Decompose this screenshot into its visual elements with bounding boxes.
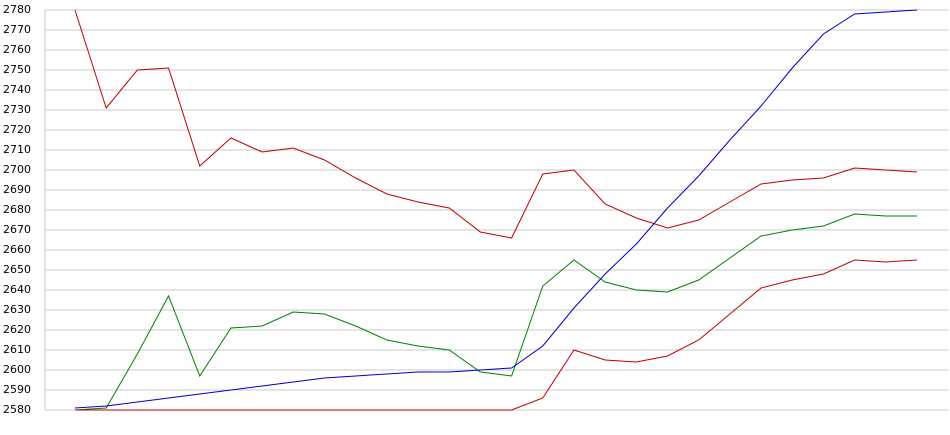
y-tick-label: 2750 (3, 63, 31, 76)
y-tick-label: 2640 (3, 283, 31, 296)
line-series (74, 213, 917, 411)
y-tick-label: 2680 (3, 203, 31, 216)
y-tick-label: 2720 (3, 123, 31, 136)
y-tick-label: 2600 (3, 363, 31, 376)
y-tick-label: 2650 (3, 263, 31, 276)
y-tick-label: 2660 (3, 243, 31, 256)
y-tick-label: 2740 (3, 83, 31, 96)
y-tick-label: 2710 (3, 143, 31, 156)
y-tick-label: 2780 (3, 3, 31, 16)
y-tick-label: 2760 (3, 43, 31, 56)
line-series (75, 259, 918, 411)
y-tick-label: 2670 (3, 223, 31, 236)
y-tick-label: 2690 (3, 183, 31, 196)
y-tick-label: 2730 (3, 103, 31, 116)
y-tick-label: 2630 (3, 303, 31, 316)
y-tick-label: 2620 (3, 323, 31, 336)
line-series (74, 9, 918, 239)
y-tick-label: 2770 (3, 23, 31, 36)
line-series (74, 9, 918, 409)
y-tick-label: 2700 (3, 163, 31, 176)
y-tick-label: 2580 (3, 403, 31, 416)
y-tick-label: 2610 (3, 343, 31, 356)
y-tick-label: 2590 (3, 383, 31, 396)
